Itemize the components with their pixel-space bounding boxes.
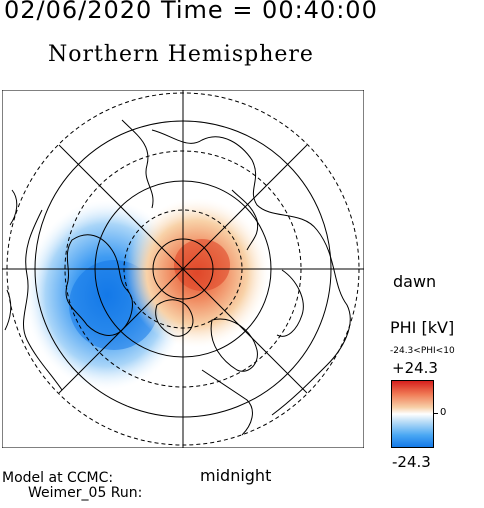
run-label: Weimer_05 Run:: [28, 485, 143, 501]
hemisphere-title: Northern Hemisphere: [48, 42, 314, 67]
colorbar-zero-label: 0: [440, 407, 447, 418]
timestamp-title: 02/06/2020 Time = 00:40:00: [4, 0, 378, 24]
colorbar-title: PHI [kV]: [390, 318, 455, 337]
dawn-label: dawn: [393, 272, 437, 291]
colorbar-max-label: +24.3: [392, 359, 438, 377]
meridian-line: [58, 144, 308, 394]
colorbar-zero-tick: [434, 413, 438, 414]
model-label: Model at CCMC:: [2, 470, 114, 486]
colorbar-range: -24.3<PHI<10: [390, 346, 455, 356]
colorbar-min-label: -24.3: [392, 453, 431, 471]
colorbar: [391, 380, 434, 448]
midnight-label: midnight: [200, 466, 272, 485]
coastlines: [4, 119, 351, 436]
polar-map: [1, 89, 365, 449]
polar-map-svg: [1, 89, 365, 449]
